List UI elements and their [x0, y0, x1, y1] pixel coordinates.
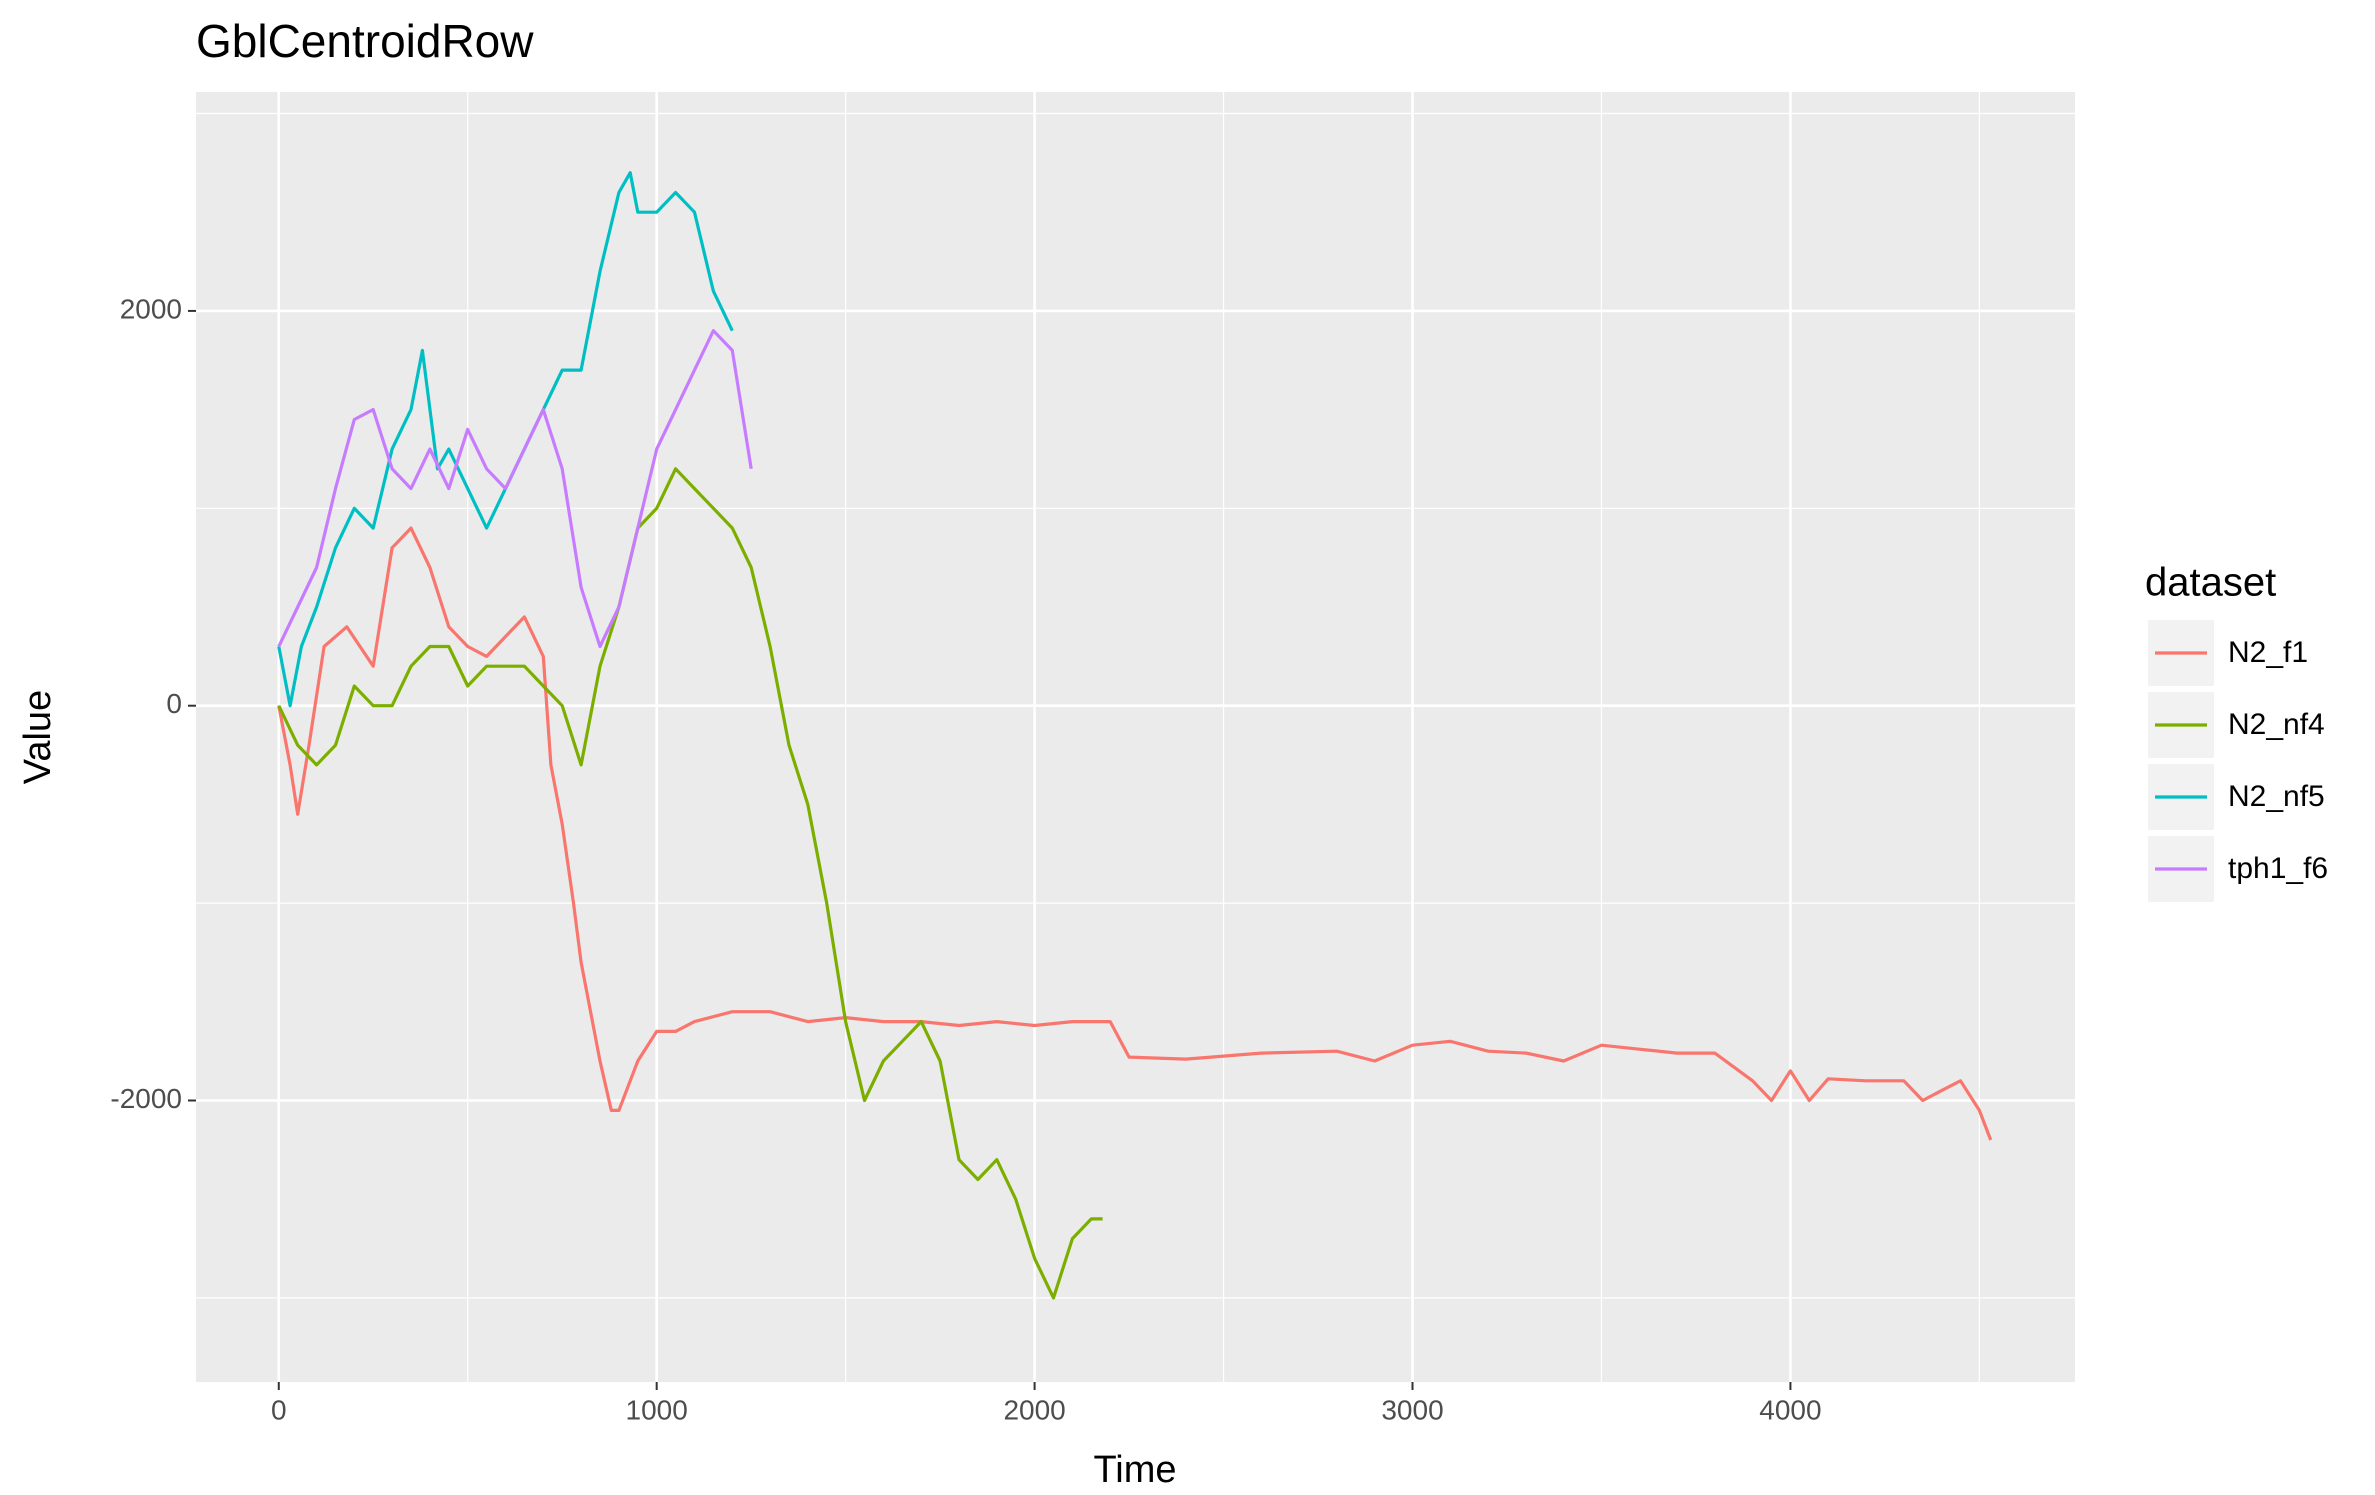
series-line: [277, 467, 1103, 1300]
legend-label: N2_f1: [2228, 636, 2308, 669]
legend-label: N2_nf5: [2228, 780, 2325, 813]
series-line: [277, 171, 734, 708]
series-line: [277, 329, 753, 649]
x-tick-label: 2000: [1003, 1394, 1065, 1425]
panel: [196, 92, 2075, 1382]
x-tick-label: 3000: [1381, 1394, 1443, 1425]
y-axis-title: Value: [17, 690, 59, 784]
legend-label: tph1_f6: [2228, 852, 2328, 885]
x-tick-label: 0: [271, 1394, 287, 1425]
legend-title: dataset: [2145, 561, 2276, 605]
y-tick-label: -2000: [110, 1083, 182, 1114]
x-tick-label: 4000: [1759, 1394, 1821, 1425]
series-line: [277, 526, 1993, 1141]
legend-label: N2_nf4: [2228, 708, 2325, 741]
y-tick-label: 0: [166, 688, 182, 719]
y-tick-label: 2000: [120, 293, 182, 324]
x-tick-label: 1000: [626, 1394, 688, 1425]
chart-title: GblCentroidRow: [196, 15, 534, 67]
x-axis-title: Time: [1093, 1449, 1176, 1491]
